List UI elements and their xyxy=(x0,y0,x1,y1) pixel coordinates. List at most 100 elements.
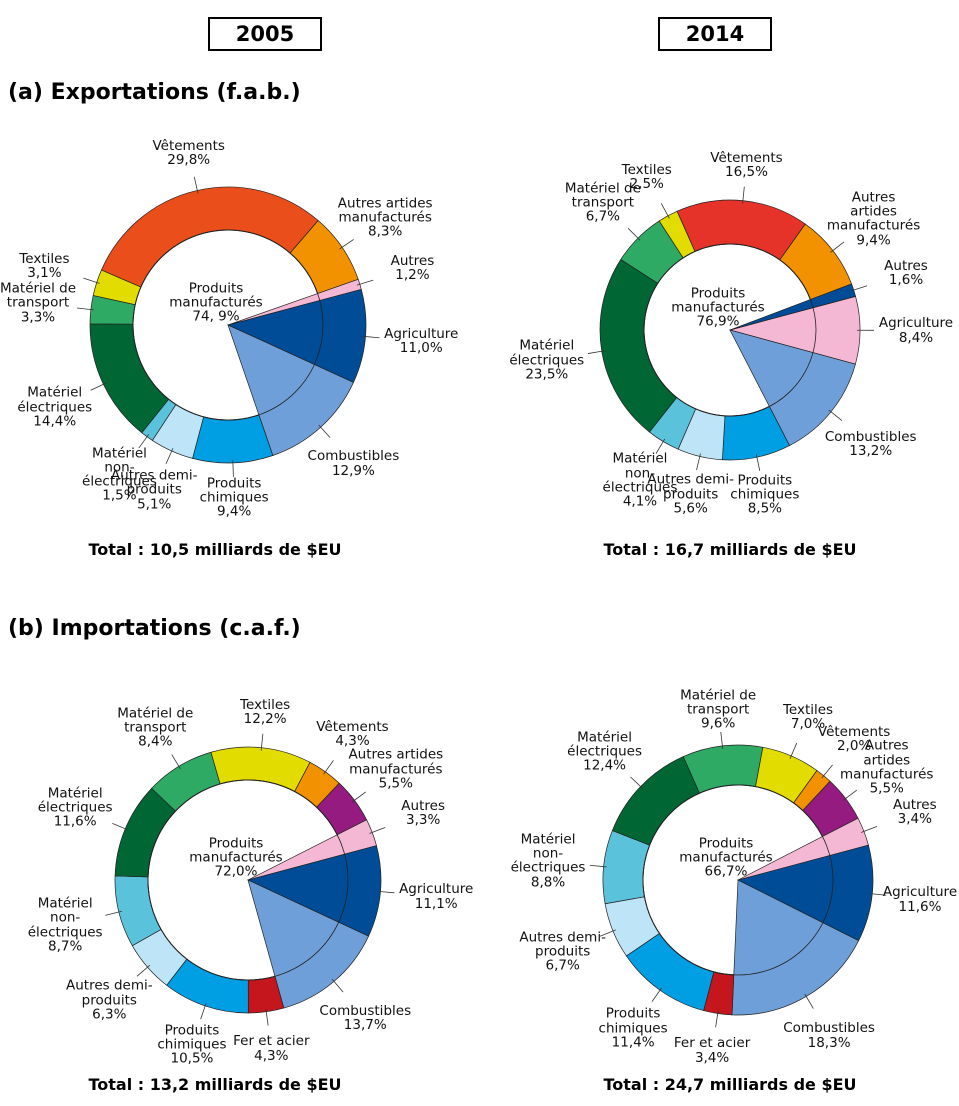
center-title: Produits manufacturés xyxy=(189,835,283,866)
value-label: 29,8% xyxy=(167,151,211,168)
leader-line xyxy=(83,277,100,284)
category-label: Autres xyxy=(892,796,937,813)
category-label: Autres xyxy=(401,797,445,814)
category-label: Matériel électriques xyxy=(37,785,113,816)
value-label: 16,5% xyxy=(725,163,768,180)
value-label: 2,0% xyxy=(836,737,872,754)
slice-label: Autres demi- produits 5,1% xyxy=(111,469,198,512)
leader-line xyxy=(627,228,641,241)
leader-line xyxy=(715,1010,719,1028)
leader-line xyxy=(830,241,845,253)
category-label: Vêtements xyxy=(316,718,389,735)
slice-label: Matériel de transport 8,4% xyxy=(117,706,193,749)
year-header: 2014 xyxy=(658,17,772,51)
manufactured-arc xyxy=(643,243,812,417)
value-label: 8,4% xyxy=(898,329,934,346)
slice-label: Agriculture 11,1% xyxy=(399,882,473,911)
value-label: 8,7% xyxy=(48,938,83,955)
manufactured-arc xyxy=(642,784,823,976)
slice-label: Matériel non- électriques 1,5% xyxy=(82,446,157,503)
leader-line xyxy=(589,864,607,868)
category-label: Matériel de transport xyxy=(0,281,77,312)
leader-line xyxy=(651,987,663,1002)
leader-line xyxy=(171,754,181,770)
slice-label: Textiles 3,1% xyxy=(19,250,70,280)
category-label: Matériel non- électriques xyxy=(82,445,157,490)
leader-line xyxy=(339,239,354,250)
value-label: 12,4% xyxy=(583,758,626,775)
leader-line xyxy=(138,434,150,449)
leader-line xyxy=(843,789,858,801)
leader-line xyxy=(850,285,868,292)
total-label: Total : 24,7 milliards de $EU xyxy=(603,1075,857,1094)
value-label: 3,3% xyxy=(405,811,441,828)
leader-line xyxy=(331,978,344,993)
category-label: Agriculture xyxy=(878,315,954,332)
leader-line xyxy=(599,929,616,937)
category-label: Autres artides manufacturés xyxy=(348,747,444,778)
value-label: 11,4% xyxy=(611,1034,655,1051)
category-label: Autres xyxy=(390,252,435,269)
leader-line xyxy=(136,964,151,977)
total-label: Total : 10,5 milliards de $EU xyxy=(88,540,342,559)
value-label: 5,5% xyxy=(378,775,413,792)
slice-label: Matériel électriques 11,6% xyxy=(37,785,113,830)
slice-label: Agriculture 11,6% xyxy=(883,885,957,915)
leader-line xyxy=(76,307,94,311)
value-label: 9,4% xyxy=(856,232,891,249)
category-label: Combustibles xyxy=(824,428,917,445)
slice-label: Autres artides manufacturés 8,3% xyxy=(338,196,433,239)
category-label: Combustibles xyxy=(307,448,400,465)
category-label: Textiles xyxy=(782,701,834,718)
slice-label: Produits chimiques 8,5% xyxy=(730,473,799,516)
center-label: Produits manufacturés 72,0% xyxy=(189,837,282,880)
value-label: 9,6% xyxy=(700,715,736,732)
slice-label: Vêtements 2,0% xyxy=(817,723,891,754)
value-label: 1,5% xyxy=(102,487,137,504)
slice-label: Autres artides manufacturés 9,4% xyxy=(827,191,920,248)
slice-label: Autres 1,2% xyxy=(390,252,435,283)
category-label: Vêtements xyxy=(817,723,891,740)
slice-label: Textiles 7,0% xyxy=(782,701,834,731)
leader-line xyxy=(193,176,199,194)
slice-label: Produits chimiques 9,4% xyxy=(200,476,269,519)
value-label: 12,2% xyxy=(243,710,287,727)
slice-label: Combustibles 13,2% xyxy=(824,428,917,459)
category-label: Textiles xyxy=(240,696,291,713)
slice-label: Vêtements 4,3% xyxy=(316,718,389,749)
category-label: Agriculture xyxy=(384,326,459,343)
slice-label: Produits chimiques 11,4% xyxy=(599,1007,668,1050)
slice-label: Combustibles 18,3% xyxy=(783,1021,875,1050)
leader-line xyxy=(260,733,264,751)
value-label: 4,3% xyxy=(335,732,370,749)
category-label: Fer et acier xyxy=(673,1035,751,1052)
category-label: Textiles xyxy=(19,250,70,267)
category-label: Autres demi- produits xyxy=(65,978,153,1009)
value-label: 9,4% xyxy=(216,503,252,520)
value-label: 12,9% xyxy=(331,462,375,479)
leader-line xyxy=(200,1002,207,1020)
leader-line xyxy=(323,760,334,775)
leader-line xyxy=(755,454,761,471)
leader-line xyxy=(660,203,670,219)
leader-line xyxy=(362,335,380,339)
slice-label: Matériel non- électriques 4,1% xyxy=(603,452,678,509)
value-label: 11,6% xyxy=(898,898,942,915)
value-label: 3,4% xyxy=(897,810,932,827)
center-value: 72,0% xyxy=(214,864,258,881)
category-label: Produits chimiques xyxy=(157,1022,227,1053)
value-label: 11,6% xyxy=(53,813,97,830)
center-title: Produits manufacturés xyxy=(679,835,773,866)
category-label: Matériel électriques xyxy=(17,385,93,416)
value-label: 8,8% xyxy=(530,874,566,891)
leader-line xyxy=(869,893,887,896)
leader-line xyxy=(587,350,605,354)
value-label: 8,4% xyxy=(138,733,173,750)
category-label: Matériel non- électriques xyxy=(27,895,103,941)
leader-line xyxy=(351,791,366,803)
center-value: 76,9% xyxy=(696,314,740,331)
center-value: 74, 9% xyxy=(192,309,240,326)
slice-label: Matériel de transport 6,7% xyxy=(565,182,641,225)
value-label: 10,5% xyxy=(170,1050,214,1067)
